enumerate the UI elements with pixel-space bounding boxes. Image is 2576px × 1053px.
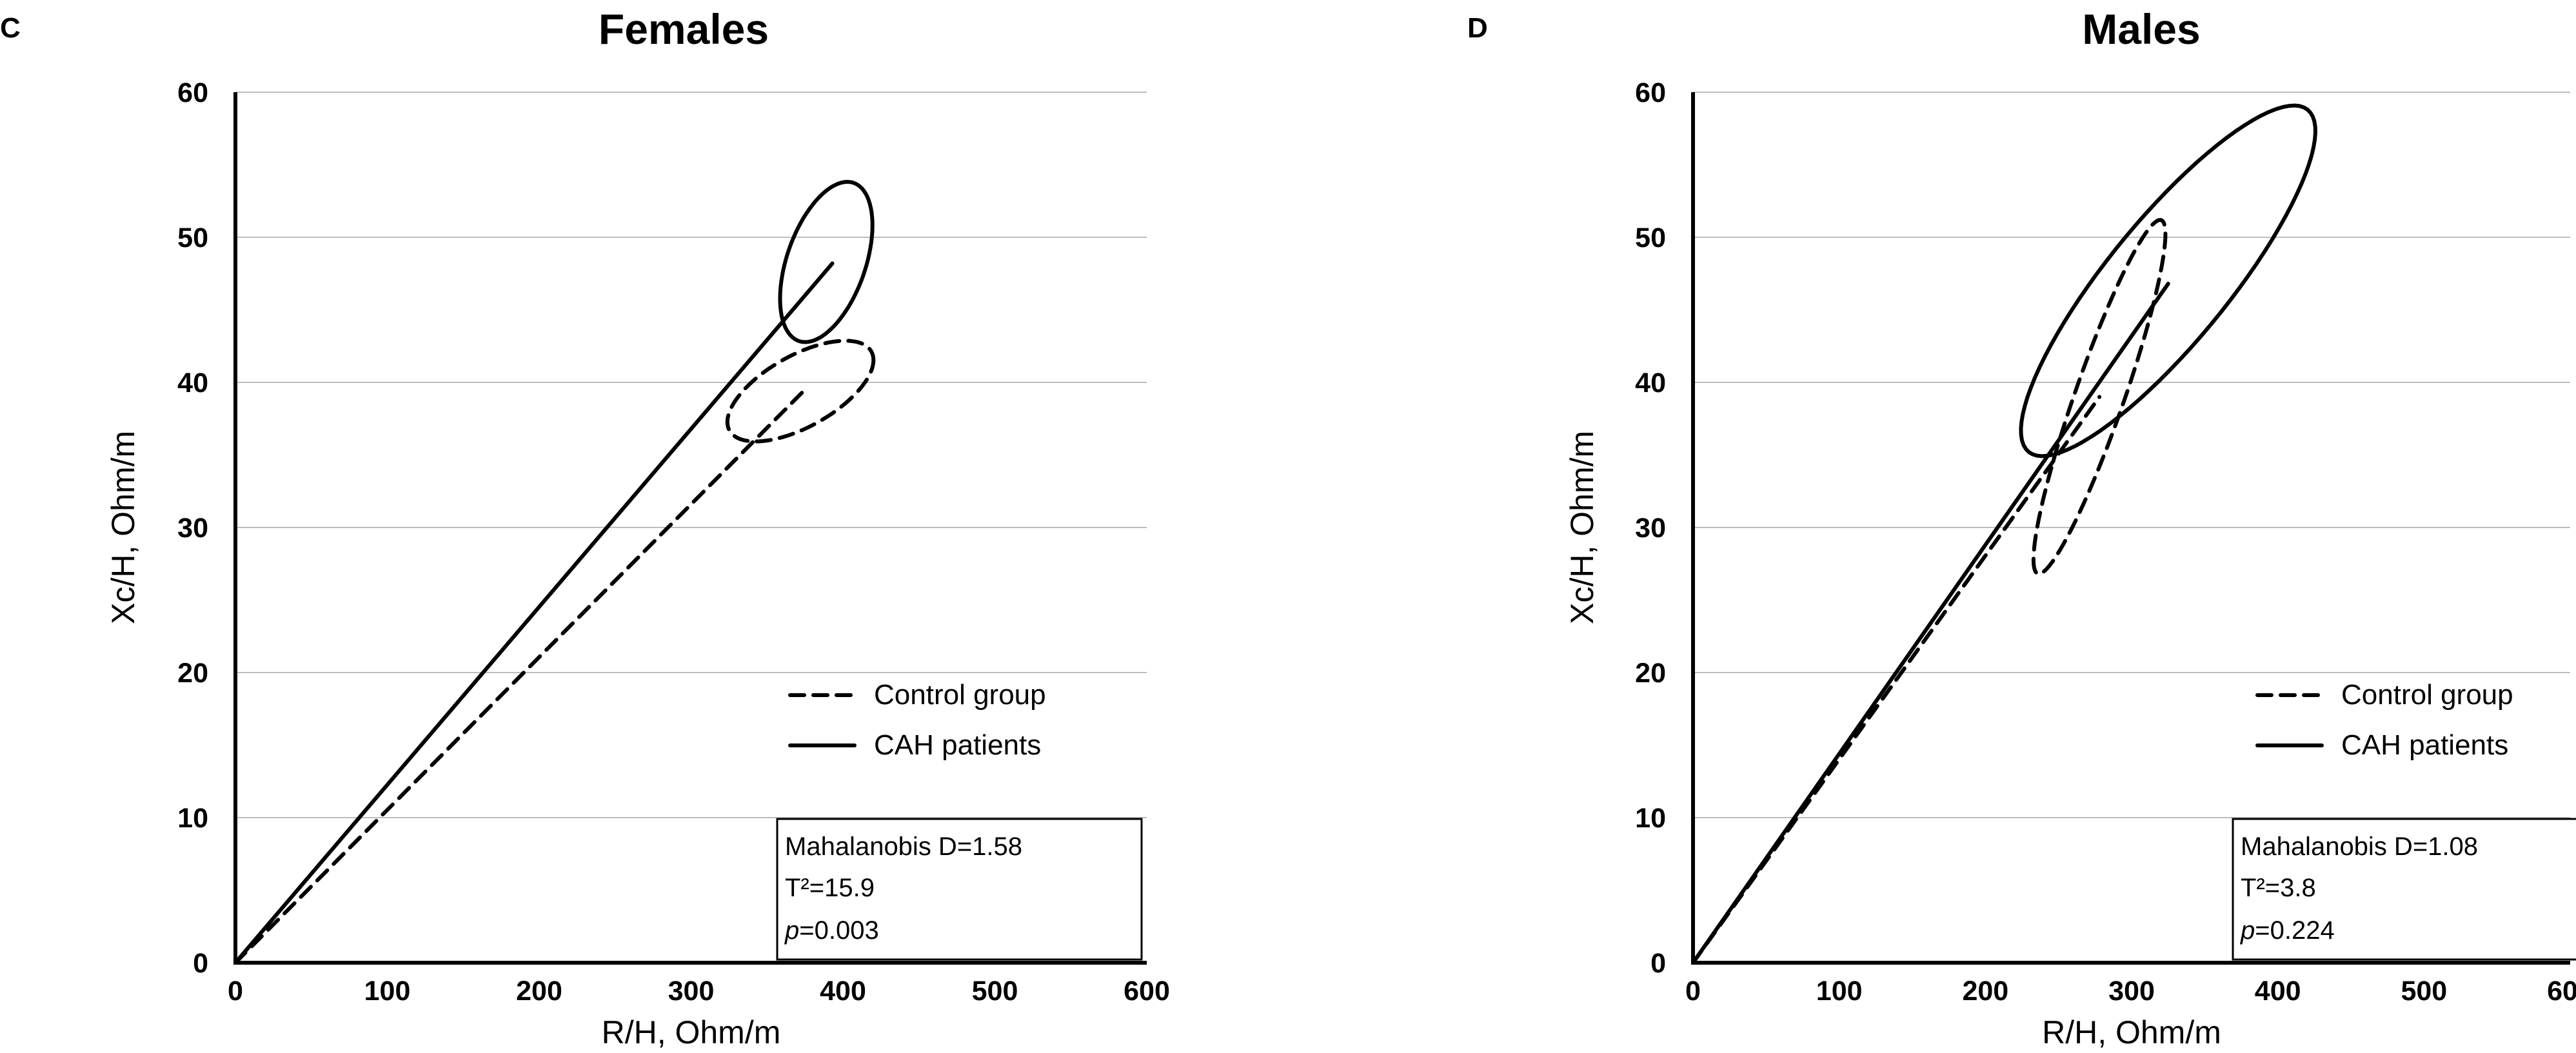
y-tick-label: 40 xyxy=(1635,368,1666,399)
y-axis-label: Xc/H, Ohm/m xyxy=(1564,431,1600,624)
x-tick-label: 600 xyxy=(1124,976,1170,1007)
stats-t-squared: T²=15.9 xyxy=(785,874,875,902)
confidence-ellipse-cah-patients xyxy=(778,180,875,344)
vector-line-cah-patients xyxy=(233,261,835,965)
stats-p-number: =0.003 xyxy=(799,916,878,945)
x-axis-label: R/H, Ohm/m xyxy=(602,1014,781,1050)
legend-label: Control group xyxy=(874,679,1046,711)
y-axis-label: Xc/H, Ohm/m xyxy=(105,431,141,624)
panel-letter: D xyxy=(1467,12,1488,44)
y-tick-label: 0 xyxy=(1650,948,1666,979)
y-tick-label: 0 xyxy=(193,948,208,979)
x-tick-label: 500 xyxy=(2401,976,2447,1007)
stats-box xyxy=(776,818,1143,961)
y-tick-label: 10 xyxy=(177,803,208,834)
y-tick-label: 50 xyxy=(1635,222,1666,253)
confidence-ellipse-control-group xyxy=(2031,218,2168,576)
x-tick-label: 500 xyxy=(972,976,1018,1007)
panel-letter: C xyxy=(0,12,21,44)
y-tick-label: 30 xyxy=(177,513,208,544)
chart-title: Females xyxy=(599,5,769,53)
x-axis-label: R/H, Ohm/m xyxy=(2042,1014,2221,1050)
x-tick-label: 200 xyxy=(1962,976,2008,1007)
x-tick-label: 200 xyxy=(516,976,562,1007)
y-tick-label: 60 xyxy=(177,77,208,108)
vector-line-cah-patients xyxy=(1691,282,2170,965)
chart-title: Males xyxy=(2082,5,2200,53)
vector-line-control-group xyxy=(233,388,807,965)
stats-p-value: p=0.224 xyxy=(2240,916,2335,945)
chart-panel-d: DMales01020304050600100200300400500600R/… xyxy=(1467,5,2576,1050)
y-tick-label: 50 xyxy=(177,222,208,253)
x-tick-label: 400 xyxy=(820,976,866,1007)
y-tick-label: 30 xyxy=(1635,513,1666,544)
y-tick-label: 20 xyxy=(177,658,208,689)
stats-p-symbol: p xyxy=(2240,916,2255,945)
y-tick-label: 60 xyxy=(1635,77,1666,108)
y-tick-label: 10 xyxy=(1635,803,1666,834)
y-tick-label: 20 xyxy=(1635,658,1666,689)
stats-p-symbol: p xyxy=(784,916,799,945)
x-tick-label: 100 xyxy=(364,976,411,1007)
y-tick-label: 40 xyxy=(177,368,208,399)
x-tick-label: 300 xyxy=(2108,976,2155,1007)
stats-p-number: =0.224 xyxy=(2255,916,2334,945)
stats-t-squared: T²=3.8 xyxy=(2241,874,2316,902)
legend-label: CAH patients xyxy=(874,729,1041,761)
confidence-ellipse-cah-patients xyxy=(2019,103,2317,458)
legend-label: CAH patients xyxy=(2341,729,2508,761)
confidence-ellipse-control-group xyxy=(725,339,876,444)
x-tick-label: 0 xyxy=(228,976,243,1007)
stats-box xyxy=(2232,818,2576,961)
x-tick-label: 400 xyxy=(2255,976,2301,1007)
x-tick-label: 100 xyxy=(1816,976,1863,1007)
x-tick-label: 0 xyxy=(1685,976,1701,1007)
stats-p-value: p=0.003 xyxy=(784,916,879,945)
stats-mahalanobis: Mahalanobis D=1.58 xyxy=(785,832,1022,861)
x-tick-label: 300 xyxy=(668,976,715,1007)
x-tick-label: 600 xyxy=(2547,976,2576,1007)
legend-label: Control group xyxy=(2341,679,2513,711)
stats-mahalanobis: Mahalanobis D=1.08 xyxy=(2241,832,2478,861)
